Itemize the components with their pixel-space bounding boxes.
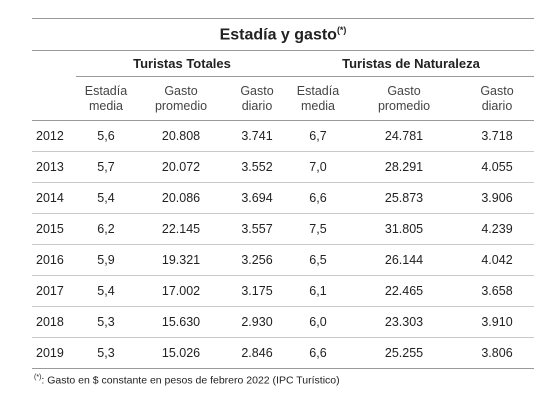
column-header-gasto-promedio-totales: Gasto promedio [136, 76, 226, 121]
table-row: 2015 6,2 22.145 3.557 7,5 31.805 4.239 [32, 213, 534, 245]
year-cell: 2012 [32, 120, 76, 152]
table-cell: 3.741 [226, 120, 288, 152]
table-cell: 24.781 [348, 120, 460, 152]
table-cell: 3.552 [226, 151, 288, 183]
footnote: (*): Gasto en $ constante en pesos de fe… [32, 374, 534, 387]
header-line: diario [481, 98, 513, 113]
group-header-totales: Turistas Totales [76, 51, 288, 77]
table-cell: 6,7 [288, 120, 348, 152]
table-row: 2013 5,7 20.072 3.552 7,0 28.291 4.055 [32, 151, 534, 183]
column-header-year [32, 76, 76, 121]
year-cell: 2016 [32, 244, 76, 276]
year-cell: 2019 [32, 337, 76, 369]
year-cell: 2018 [32, 306, 76, 338]
table-cell: 4.239 [460, 213, 534, 245]
table-cell: 15.026 [136, 337, 226, 369]
table-cell: 31.805 [348, 213, 460, 245]
table-cell: 17.002 [136, 275, 226, 307]
table-cell: 3.906 [460, 182, 534, 214]
table-title-text: Estadía y gasto [219, 26, 337, 44]
column-header-gasto-diario-naturaleza: Gasto diario [460, 76, 534, 121]
table-cell: 6,6 [288, 182, 348, 214]
table-cell: 5,7 [76, 151, 136, 183]
year-cell: 2013 [32, 151, 76, 183]
table-row: 2014 5,4 20.086 3.694 6,6 25.873 3.906 [32, 182, 534, 214]
column-header-estadia-media-naturaleza: Estadía media [288, 76, 348, 121]
table-cell: 22.465 [348, 275, 460, 307]
table-cell: 7,5 [288, 213, 348, 245]
table-cell: 6,6 [288, 337, 348, 369]
header-line: Estadía [84, 83, 128, 98]
table-row: 2012 5,6 20.808 3.741 6,7 24.781 3.718 [32, 120, 534, 152]
footnote-mark: (*) [34, 374, 42, 381]
table-cell: 3.718 [460, 120, 534, 152]
table-title-row: Estadía y gasto(*) [32, 18, 534, 51]
year-cell: 2014 [32, 182, 76, 214]
table-cell: 3.694 [226, 182, 288, 214]
data-table: Turistas Totales Turistas de Naturaleza … [32, 51, 534, 369]
year-cell: 2015 [32, 213, 76, 245]
column-header-row: Estadía media Gasto promedio Gasto diario E… [32, 76, 534, 121]
table-cell: 6,1 [288, 275, 348, 307]
table-row: 2018 5,3 15.630 2.930 6,0 23.303 3.910 [32, 306, 534, 338]
table-cell: 25.255 [348, 337, 460, 369]
footnote-text: : Gasto en $ constante en pesos de febre… [41, 374, 340, 387]
stay-and-spending-table: Estadía y gasto(*) Turistas Totales Turi… [32, 18, 534, 387]
table-cell: 7,0 [288, 151, 348, 183]
header-line: Gasto [164, 83, 198, 98]
table-cell: 5,9 [76, 244, 136, 276]
table-cell: 3.175 [226, 275, 288, 307]
table-cell: 3.557 [226, 213, 288, 245]
group-header-spacer [32, 51, 76, 77]
year-cell: 2017 [32, 275, 76, 307]
table-row: 2019 5,3 15.026 2.846 6,6 25.255 3.806 [32, 337, 534, 369]
group-header-row: Turistas Totales Turistas de Naturaleza [32, 51, 534, 77]
header-line: Estadía [296, 83, 340, 98]
table-cell: 19.321 [136, 244, 226, 276]
header-line: Gasto [387, 83, 421, 98]
table-cell: 20.808 [136, 120, 226, 152]
table-cell: 28.291 [348, 151, 460, 183]
table-cell: 6,5 [288, 244, 348, 276]
table-cell: 20.086 [136, 182, 226, 214]
column-header-gasto-diario-totales: Gasto diario [226, 76, 288, 121]
table-row: 2017 5,4 17.002 3.175 6,1 22.465 3.658 [32, 275, 534, 307]
table-cell: 23.303 [348, 306, 460, 338]
table-title: Estadía y gasto(*) [220, 25, 347, 44]
table-cell: 5,4 [76, 182, 136, 214]
table-cell: 3.806 [460, 337, 534, 369]
table-cell: 5,6 [76, 120, 136, 152]
table-cell: 3.256 [226, 244, 288, 276]
table-cell: 5,4 [76, 275, 136, 307]
table-cell: 20.072 [136, 151, 226, 183]
header-line: media [88, 98, 124, 113]
header-line: promedio [377, 98, 431, 113]
header-line: diario [241, 98, 273, 113]
table-cell: 2.846 [226, 337, 288, 369]
table-cell: 4.055 [460, 151, 534, 183]
header-line: Gasto [240, 83, 274, 98]
column-header-estadia-media-totales: Estadía media [76, 76, 136, 121]
table-cell: 3.910 [460, 306, 534, 338]
table-cell: 22.145 [136, 213, 226, 245]
table-cell: 6,0 [288, 306, 348, 338]
table-cell: 3.658 [460, 275, 534, 307]
header-line: Gasto [480, 83, 514, 98]
table-cell: 5,3 [76, 337, 136, 369]
table-cell: 25.873 [348, 182, 460, 214]
table-row: 2016 5,9 19.321 3.256 6,5 26.144 4.042 [32, 244, 534, 276]
title-footnote-mark: (*) [336, 24, 347, 35]
header-line: promedio [154, 98, 208, 113]
header-line: media [300, 98, 336, 113]
table-cell: 5,3 [76, 306, 136, 338]
column-header-gasto-promedio-naturaleza: Gasto promedio [348, 76, 460, 121]
table-cell: 2.930 [226, 306, 288, 338]
table-cell: 4.042 [460, 244, 534, 276]
group-header-naturaleza: Turistas de Naturaleza [288, 51, 534, 77]
table-cell: 15.630 [136, 306, 226, 338]
table-cell: 6,2 [76, 213, 136, 245]
table-cell: 26.144 [348, 244, 460, 276]
